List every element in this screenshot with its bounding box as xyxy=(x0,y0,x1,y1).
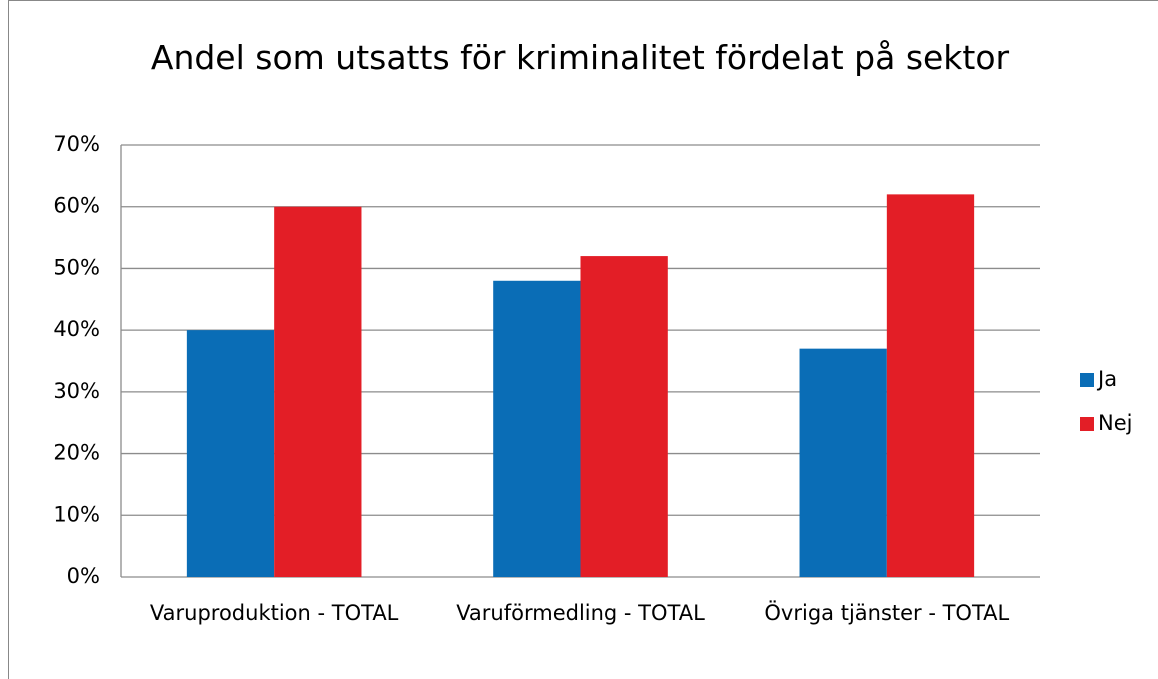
x-tick-label: Övriga tjänster - TOTAL xyxy=(764,601,1010,625)
bar xyxy=(886,194,975,577)
y-tick-label: 0% xyxy=(67,564,100,588)
bar xyxy=(493,280,581,577)
chart-title: Andel som utsatts för kriminalitet förde… xyxy=(150,38,1010,77)
legend-swatch xyxy=(1080,373,1094,387)
y-tick-label: 30% xyxy=(53,379,100,403)
y-tick-label: 50% xyxy=(53,255,100,279)
y-tick-label: 20% xyxy=(53,441,100,465)
bar xyxy=(186,330,275,577)
bar xyxy=(799,348,887,577)
y-tick-label: 40% xyxy=(53,317,100,341)
y-tick-label: 60% xyxy=(53,194,100,218)
legend-label: Ja xyxy=(1096,367,1117,391)
legend-label: Nej xyxy=(1098,411,1132,435)
bar xyxy=(274,206,362,577)
x-tick-label: Varuproduktion - TOTAL xyxy=(149,601,399,625)
bar xyxy=(580,256,668,577)
y-tick-label: 70% xyxy=(53,132,100,156)
legend-swatch xyxy=(1080,417,1094,431)
x-tick-label: Varuförmedling - TOTAL xyxy=(456,601,705,625)
y-tick-label: 10% xyxy=(53,502,100,526)
